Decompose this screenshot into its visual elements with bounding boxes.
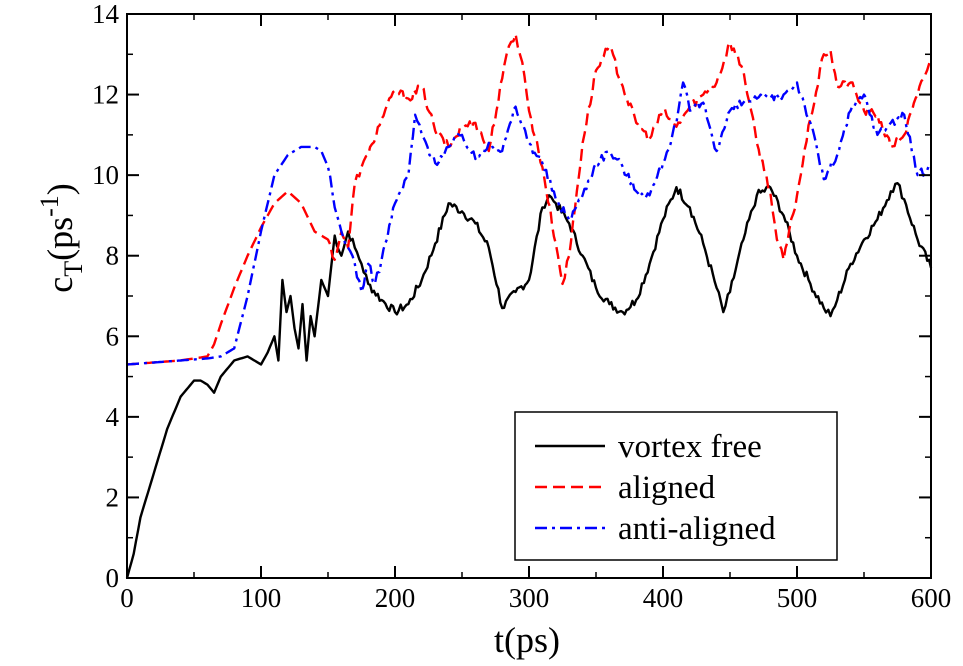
y-axis-label-unit-open: (ps (40, 217, 80, 261)
x-tick-label: 300 (509, 583, 550, 613)
legend-label-anti-aligned: anti-aligned (618, 511, 776, 547)
legend: vortex free aligned anti-aligned (514, 411, 838, 561)
x-tick-label: 0 (120, 583, 134, 613)
series-line-vortex-free (125, 182, 933, 579)
y-tick-label: 10 (92, 160, 119, 190)
x-tick-label: 100 (241, 583, 282, 613)
y-tick-label: 4 (106, 402, 120, 432)
y-tick-label: 6 (106, 321, 120, 351)
x-tick-label: 400 (643, 583, 684, 613)
y-axis-label-unit-close: ) (40, 183, 80, 195)
y-axis-label-main: c (40, 277, 80, 293)
x-tick-label: 200 (375, 583, 416, 613)
y-tick-label: 14 (92, 0, 120, 29)
legend-label-aligned: aligned (618, 470, 716, 506)
y-tick-label: 8 (106, 241, 120, 271)
x-tick-label: 500 (777, 583, 818, 613)
legend-box (514, 411, 838, 561)
y-axis-label-subscript: T (59, 261, 88, 277)
series-line-anti-aligned (126, 81, 932, 366)
y-tick-label: 0 (106, 563, 120, 593)
series-line-aligned (126, 32, 933, 366)
x-axis-label: t(ps) (494, 620, 560, 660)
svg-text:cT(ps-1): cT(ps-1) (35, 183, 88, 293)
series-layer (125, 32, 933, 579)
axes-layer: 0 100 200 300 400 500 600 0 2 4 6 8 10 12 14 (92, 0, 951, 613)
y-axis-label-superscript: -1 (35, 195, 64, 217)
legend-label-vortex-free: vortex free (618, 429, 762, 465)
y-axis-label: cT(ps-1) (35, 183, 88, 293)
y-tick-label: 12 (92, 80, 119, 110)
x-tick-label: 600 (911, 583, 952, 613)
y-tick-label: 2 (106, 482, 120, 512)
